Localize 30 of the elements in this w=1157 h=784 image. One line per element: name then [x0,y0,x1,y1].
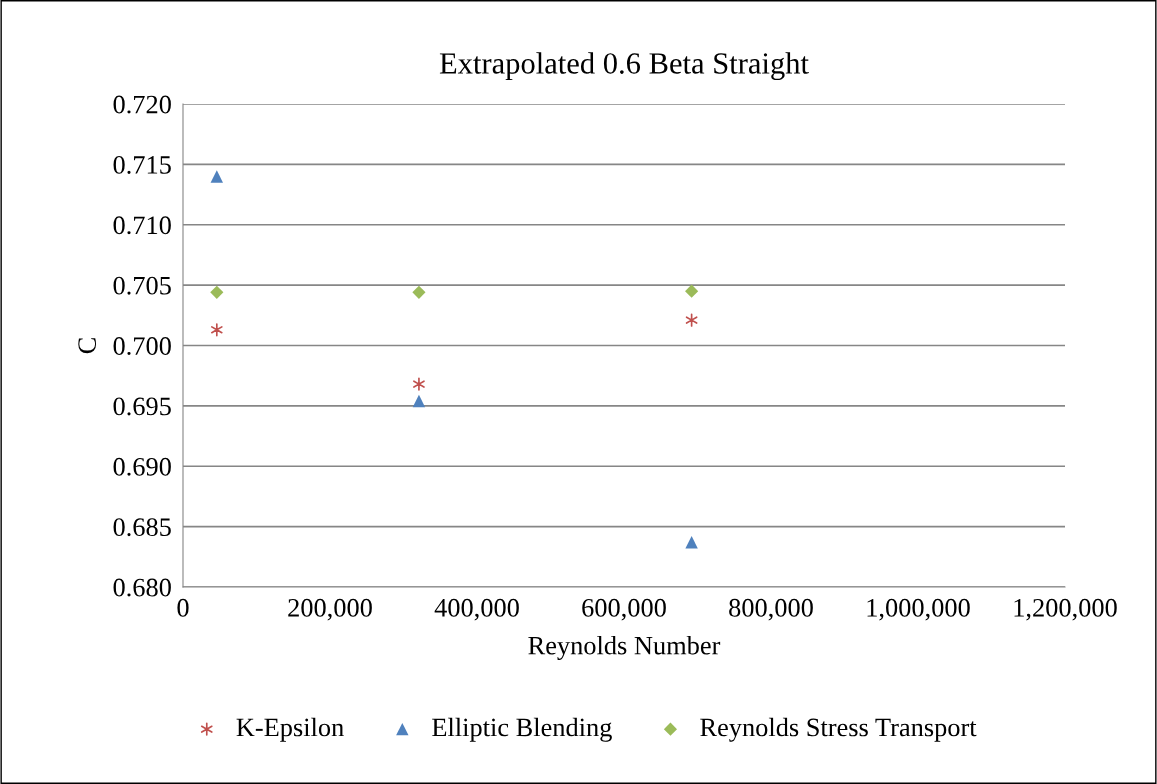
x-axis-title: Reynolds Number [528,635,721,660]
y-tick-label: 0.715 [113,155,171,174]
point [412,394,426,408]
x-tick-label: 600,000 [582,598,666,621]
x-tick-label: 200,000 [288,598,372,621]
chart-title: Extrapolated 0.6 Beta Straight [439,52,809,81]
x-tick-label: 1,000,000 [867,598,970,621]
point [685,284,699,298]
y-tick-label: 0.705 [113,276,171,295]
point [210,323,223,337]
point [412,285,426,299]
x-tick-label: 1,200,000 [1014,598,1117,621]
y-tick-label: 0.700 [113,337,171,356]
point [685,536,698,549]
y-tick-label: 0.685 [113,518,171,537]
y-tick-label: 0.720 [113,95,171,114]
point [210,285,224,299]
y-tick-label: 0.695 [113,397,171,416]
y-axis-title: C [78,338,97,354]
y-tick-label: 0.680 [113,578,171,597]
legend-label: Elliptic Blending [432,717,612,742]
y-tick-label: 0.710 [113,216,171,235]
x-tick-label: 800,000 [729,598,813,621]
legend-label: Reynolds Stress Transport [700,717,977,742]
legend-label: K-Epsilon [236,717,344,742]
point [413,377,425,391]
y-tick-label: 0.690 [113,457,171,476]
x-tick-label: 0 [177,598,189,617]
x-tick-label: 400,000 [434,598,519,621]
point [210,170,224,183]
